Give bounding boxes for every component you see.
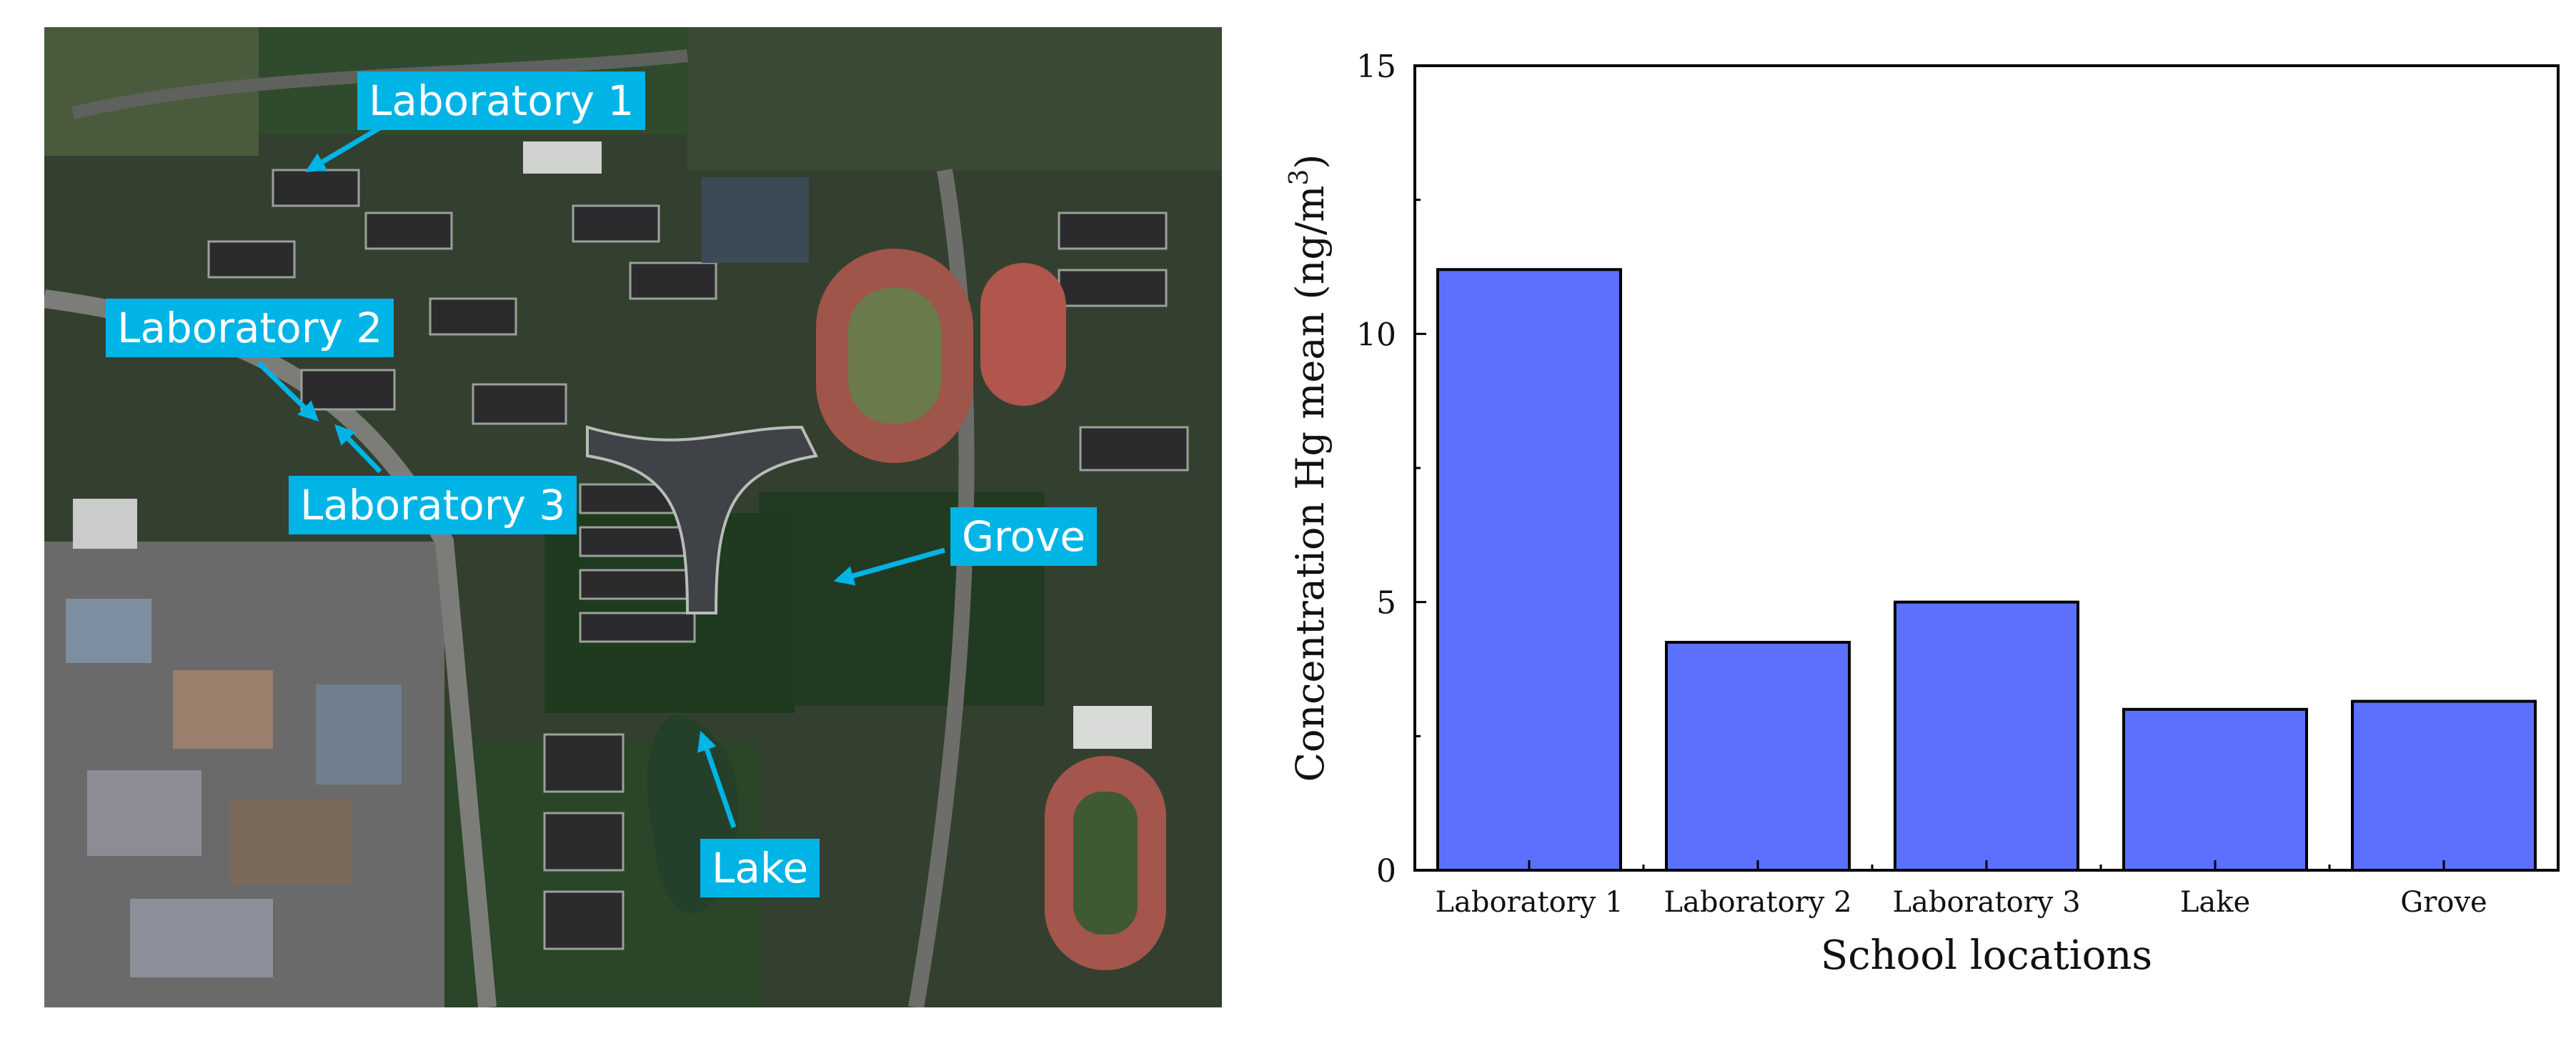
map-label-lake: Lake	[700, 839, 820, 897]
arrow-lab2	[257, 361, 319, 422]
bar-lake	[2122, 707, 2308, 872]
bar-laboratory-1	[1436, 268, 1622, 872]
y-axis-title-superscript: 3	[1285, 169, 1314, 186]
y-axis-title-close: )	[1288, 154, 1333, 169]
x-axis-title: School locations	[1821, 932, 2152, 979]
arrow-lake	[697, 730, 737, 829]
bars-layer	[1436, 268, 2537, 872]
y-tick-label: 10	[1356, 317, 1396, 353]
y-tick-label: 5	[1376, 585, 1396, 622]
x-tick-label: Lake	[2180, 886, 2250, 919]
chart-svg: Laboratory 1 Laboratory 2 Laboratory 3 Lake…	[1285, 49, 2560, 979]
x-tick-label: Laboratory 3	[1892, 886, 2080, 919]
satellite-image	[44, 27, 1222, 1007]
bar-laboratory-2	[1665, 640, 1851, 872]
x-tick-label: Laboratory 1	[1435, 886, 1623, 919]
y-tick-label: 0	[1376, 853, 1396, 890]
arrow-grove	[833, 547, 945, 586]
map-label-laboratory-2: Laboratory 2	[106, 299, 394, 357]
bar-laboratory-3	[1894, 600, 2079, 872]
map-label-laboratory-1: Laboratory 1	[357, 71, 646, 130]
map-label-laboratory-3: Laboratory 3	[289, 476, 577, 534]
x-tick-label: Laboratory 2	[1664, 886, 1851, 919]
x-tick-label: Grove	[2400, 886, 2487, 919]
bar-chart: Laboratory 1 Laboratory 2 Laboratory 3 Lake…	[1279, 21, 2565, 1036]
satellite-map: Laboratory 1 Laboratory 2 Laboratory 3 G…	[44, 27, 1222, 1007]
plot-frame	[1413, 64, 2560, 872]
bar-grove	[2351, 699, 2537, 872]
y-axis-title: Concentration Hg mean (ng/m3)	[1285, 154, 1333, 782]
y-axis-title-main: Concentration Hg mean (ng/m	[1288, 186, 1333, 782]
y-tick-label: 15	[1356, 49, 1396, 85]
map-label-grove: Grove	[950, 507, 1098, 566]
arrow-lab3	[334, 424, 382, 474]
